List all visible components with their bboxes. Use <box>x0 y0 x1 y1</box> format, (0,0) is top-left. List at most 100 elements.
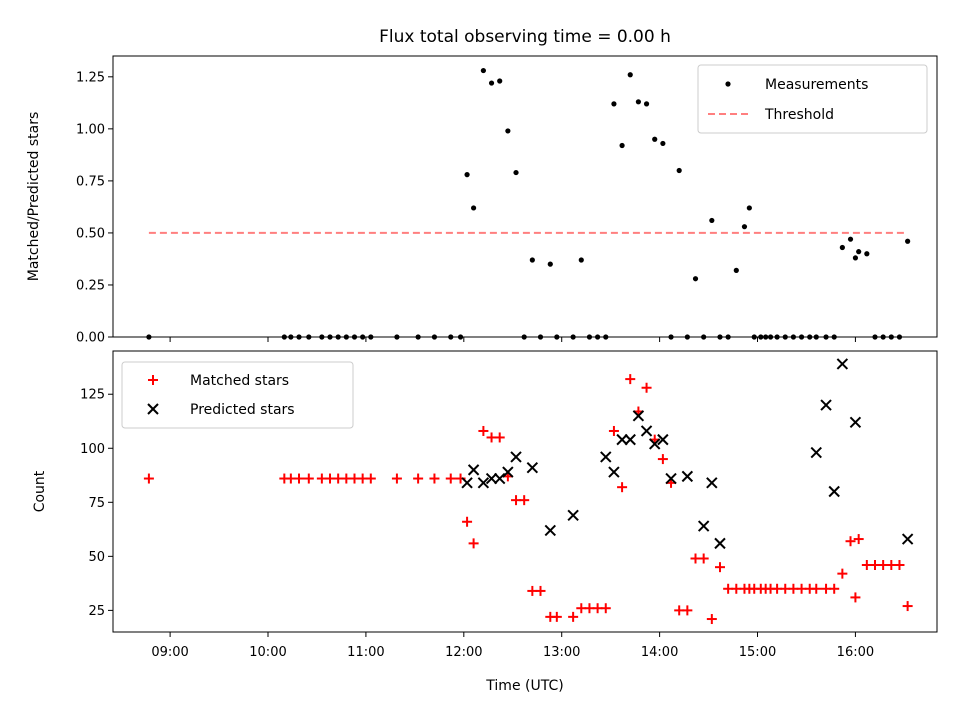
top-y-tick-label: 0.25 <box>76 278 105 293</box>
bottom-panel: Count Time (UTC) 25 50 75 100 125 09:00 10:00… <box>32 350 938 694</box>
top-x-tick-marks <box>169 337 856 342</box>
matched-star-point <box>468 538 479 549</box>
matched-star-point <box>829 583 840 594</box>
matched-star-point <box>853 534 864 545</box>
matched-star-point <box>365 473 376 484</box>
predicted-star-point <box>624 433 636 446</box>
measurement-point <box>547 261 553 267</box>
measurement-point <box>905 238 911 244</box>
bottom-y-ticks: 25 50 75 100 125 <box>80 388 113 619</box>
legend-matched-marker <box>148 375 158 385</box>
x-tick-label: 16:00 <box>837 645 874 660</box>
measurement-point <box>497 78 503 84</box>
measurement-point <box>839 244 845 251</box>
matched-star-point <box>608 425 619 436</box>
legend-measurements-label: Measurements <box>765 77 868 93</box>
predicted-star-point <box>820 399 832 411</box>
predicted-star-point <box>467 464 480 476</box>
matched-star-point <box>303 473 314 484</box>
predicted-star-point <box>526 462 539 474</box>
measurement-point <box>864 251 870 257</box>
matched-star-point <box>902 601 913 612</box>
measurement-point <box>488 80 495 86</box>
measurement-point <box>529 257 535 263</box>
bottom-legend-box <box>121 361 354 429</box>
measurement-point <box>852 255 859 261</box>
predicted-star-point <box>706 477 718 489</box>
top-y-tick-label: 1.25 <box>76 70 105 85</box>
measurement-point <box>746 205 752 211</box>
x-tick-label: 11:00 <box>347 645 384 660</box>
matched-star-point <box>413 473 424 484</box>
measurement-point <box>733 267 739 273</box>
matched-star-point <box>568 611 579 622</box>
matched-star-point <box>682 605 693 616</box>
bottom-y-axis-label: Count <box>32 470 48 512</box>
bottom-y-tick-label: 50 <box>88 550 105 565</box>
predicted-star-point <box>665 472 677 485</box>
top-legend: Measurements Threshold <box>697 64 928 134</box>
matched-star-point <box>535 585 546 596</box>
measurement-point <box>578 257 584 263</box>
predicted-star-point <box>828 485 840 498</box>
predicted-star-point <box>510 451 522 463</box>
bottom-y-tick-label: 125 <box>80 388 105 403</box>
predicted-star-point <box>494 472 506 485</box>
bottom-plot-area <box>143 358 914 625</box>
matched-star-point <box>551 611 562 622</box>
top-y-tick-label: 0.00 <box>76 331 105 346</box>
measurement-point <box>847 236 854 242</box>
top-y-axis-label: Matched/Predicted stars <box>26 112 42 282</box>
legend-matched-label: Matched stars <box>190 373 289 389</box>
matched-star-point <box>641 382 652 393</box>
measurement-point <box>513 169 519 176</box>
legend-threshold-label: Threshold <box>764 107 834 123</box>
matched-star-point <box>625 374 636 385</box>
matched-star-point <box>850 592 861 603</box>
predicted-star-point <box>849 416 862 429</box>
measurement-point <box>676 167 682 174</box>
matched-star-point <box>429 473 440 484</box>
x-tick-label: 09:00 <box>151 645 188 660</box>
legend-predicted-marker <box>147 403 159 415</box>
x-tick-label: 13:00 <box>543 645 580 660</box>
measurement-point <box>464 172 470 178</box>
matched-star-point <box>600 603 611 614</box>
measurement-point <box>480 67 486 74</box>
measurement-point <box>611 101 617 107</box>
predicted-star-point <box>810 446 822 459</box>
bottom-y-tick-label: 100 <box>80 442 105 457</box>
x-tick-label: 15:00 <box>739 645 776 660</box>
top-y-tick-label: 0.50 <box>76 226 105 241</box>
bottom-plot-frame <box>112 350 938 633</box>
matched-star-point <box>714 562 725 573</box>
measurement-point <box>627 72 633 78</box>
measurement-point <box>660 140 666 147</box>
matched-star-point <box>698 553 709 564</box>
x-tick-label: 12:00 <box>445 645 482 660</box>
measurement-point <box>643 101 650 107</box>
top-plot-frame <box>112 55 938 338</box>
matched-star-point <box>706 614 717 625</box>
predicted-star-point <box>485 472 498 485</box>
predicted-star-point <box>901 533 914 545</box>
matched-star-point <box>845 536 856 547</box>
measurement-point <box>652 136 658 142</box>
matched-star-point <box>811 583 822 594</box>
matched-star-point <box>462 516 473 527</box>
top-panel: Flux total observing time = 0.00 h Match… <box>26 27 938 346</box>
predicted-star-point <box>567 509 579 521</box>
legend-predicted-label: Predicted stars <box>190 402 295 418</box>
predicted-star-point <box>461 477 473 489</box>
top-y-ticks: 0.00 0.25 0.50 0.75 1.00 1.25 <box>76 70 113 346</box>
predicted-star-point <box>714 537 726 550</box>
matched-star-point <box>494 432 505 443</box>
measurement-point <box>856 249 862 255</box>
predicted-star-point <box>502 466 514 478</box>
measurement-point <box>505 128 511 134</box>
matched-star-point <box>478 425 489 436</box>
predicted-star-point <box>608 466 620 478</box>
predicted-star-point <box>836 358 849 370</box>
predicted-star-point <box>632 410 645 422</box>
